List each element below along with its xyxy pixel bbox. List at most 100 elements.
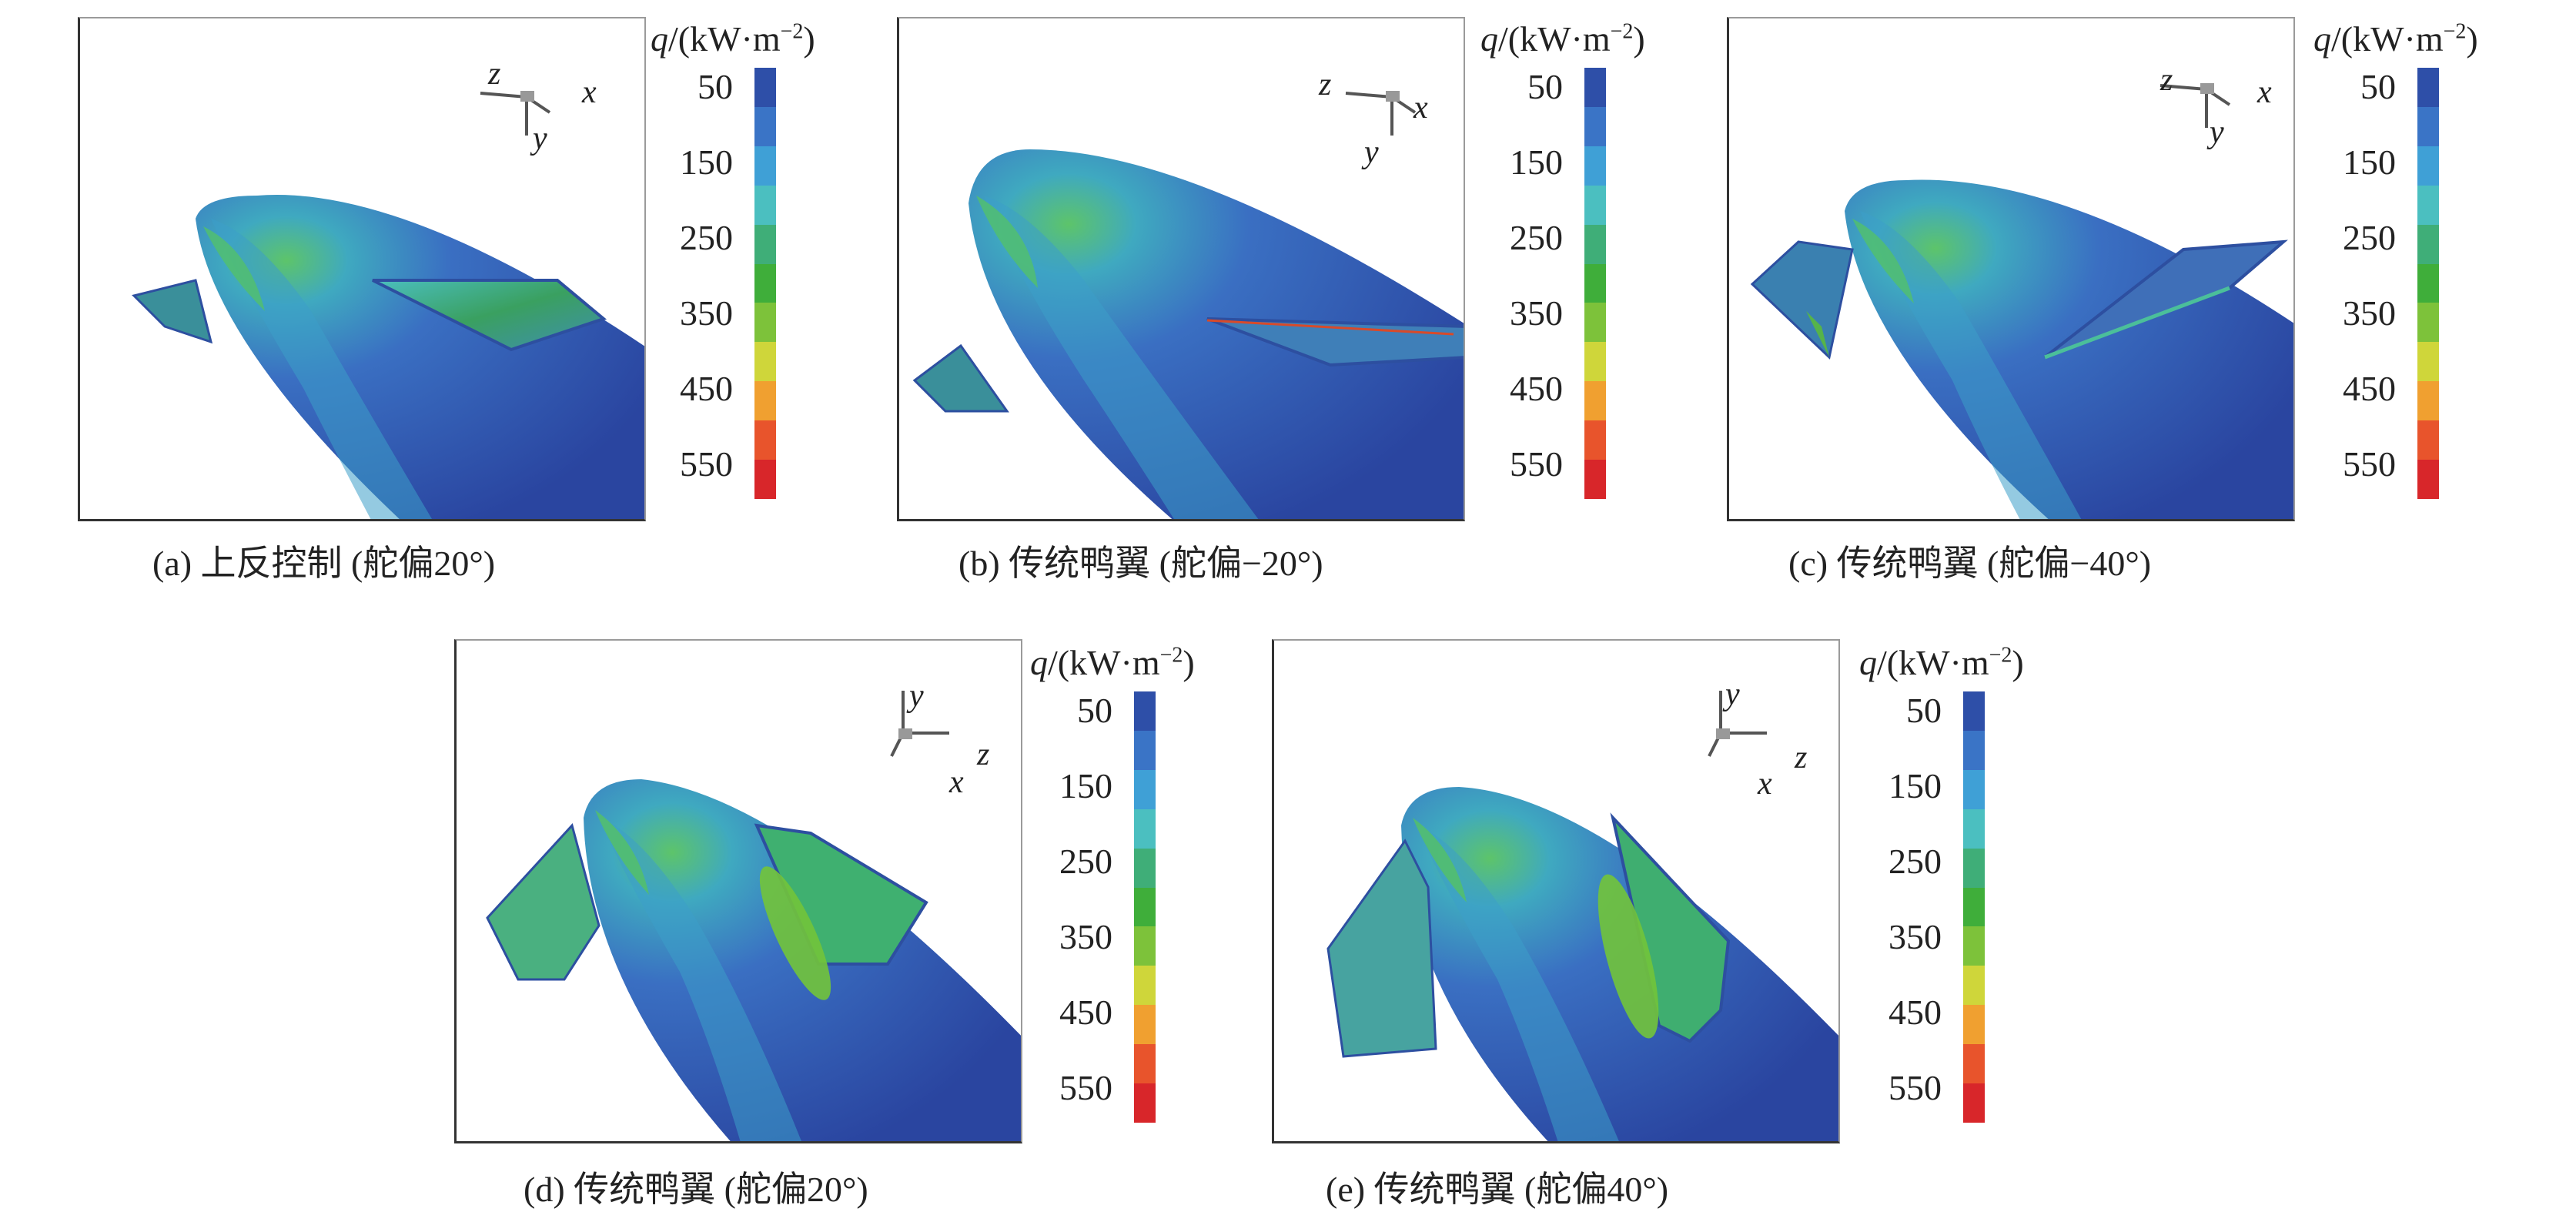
- colorbar-segment: [1584, 303, 1606, 343]
- colorbar-segment: [2417, 381, 2439, 421]
- colorbar-segment: [1134, 730, 1156, 770]
- colorbar-tick-label: 50: [2360, 67, 2396, 106]
- colorbar-segment: [1584, 420, 1606, 460]
- colorbar-segment: [1963, 848, 1985, 888]
- colorbar: [1584, 68, 1606, 499]
- colorbar-segment: [1584, 460, 1606, 499]
- colorbar-tick-label: 250: [1889, 842, 1942, 881]
- axis-label-z: z: [1795, 740, 1808, 775]
- colorbar-segment: [2417, 263, 2439, 303]
- colorbar-segment: [754, 68, 776, 107]
- colorbar-tick-label: 350: [680, 293, 733, 333]
- colorbar-tick-label: 550: [1510, 444, 1563, 484]
- axis-label-y: y: [1364, 135, 1379, 170]
- axis-label-z: z: [2160, 62, 2173, 98]
- colorbar-tick-label: 50: [1527, 67, 1563, 106]
- axis-label-y: y: [1725, 677, 1740, 712]
- colorbar-segment: [754, 146, 776, 186]
- panel-a-image: z x y: [78, 17, 646, 521]
- colorbar-title: q/(kW·m−2): [1030, 643, 1195, 682]
- colorbar-segment: [1584, 224, 1606, 264]
- colorbar-segment: [1584, 185, 1606, 225]
- colorbar-segment: [754, 263, 776, 303]
- colorbar: [754, 68, 776, 499]
- colorbar-tick-label: 450: [1889, 993, 1942, 1032]
- colorbar-segment: [2417, 185, 2439, 225]
- colorbar-segment: [2417, 342, 2439, 382]
- colorbar-title: q/(kW·m−2): [1480, 19, 1645, 59]
- axis-label-y: y: [909, 678, 924, 714]
- colorbar-tick-label: 50: [1077, 691, 1112, 730]
- panel-b-image: z x y: [897, 17, 1465, 521]
- colorbar-segment: [1963, 809, 1985, 849]
- colorbar-segment: [754, 224, 776, 264]
- colorbar-tick-label: 450: [1510, 369, 1563, 408]
- colorbar-tick-label: 550: [2343, 444, 2396, 484]
- colorbar-segment: [1963, 1083, 1985, 1123]
- caption-b: (b) 传统鸭翼 (舵偏−20°): [958, 544, 1323, 583]
- panel-e-image: y z x: [1272, 639, 1840, 1143]
- axis-label-y: y: [2210, 115, 2224, 150]
- colorbar-segment: [1963, 730, 1985, 770]
- caption-a: (a) 上反控制 (舵偏20°): [152, 544, 496, 583]
- colorbar-segment: [2417, 106, 2439, 146]
- colorbar-segment: [754, 303, 776, 343]
- colorbar-segment: [2417, 68, 2439, 107]
- colorbar-segment: [1963, 769, 1985, 809]
- axis-label-z: z: [1319, 67, 1332, 102]
- colorbar-segment: [1584, 146, 1606, 186]
- colorbar-segment: [754, 342, 776, 382]
- colorbar-segment: [2417, 224, 2439, 264]
- colorbar-segment: [1134, 769, 1156, 809]
- colorbar-segment: [1134, 926, 1156, 966]
- caption-e: (e) 传统鸭翼 (舵偏40°): [1326, 1170, 1669, 1209]
- colorbar-segment: [1963, 691, 1985, 731]
- axis-label-x: x: [949, 765, 964, 800]
- panel-d-image: y z x: [454, 639, 1022, 1143]
- axis-label-z: z: [488, 56, 501, 92]
- colorbar-segment: [1584, 263, 1606, 303]
- colorbar-tick-label: 150: [1889, 766, 1942, 805]
- colorbar-title: q/(kW·m−2): [651, 19, 815, 59]
- caption-c: (c) 传统鸭翼 (舵偏−40°): [1788, 544, 2152, 583]
- colorbar-tick-label: 550: [1889, 1068, 1942, 1107]
- colorbar-segment: [2417, 460, 2439, 499]
- colorbar-tick-label: 350: [1059, 917, 1112, 956]
- colorbar-tick-label: 450: [2343, 369, 2396, 408]
- colorbar-tick-label: 450: [1059, 993, 1112, 1032]
- colorbar-title: q/(kW·m−2): [1859, 643, 2024, 682]
- colorbar-segment: [2417, 303, 2439, 343]
- colorbar-tick-label: 50: [698, 67, 733, 106]
- colorbar-segment: [754, 420, 776, 460]
- colorbar-segment: [1963, 966, 1985, 1006]
- caption-d: (d) 传统鸭翼 (舵偏20°): [524, 1170, 868, 1209]
- colorbar-segment: [1134, 887, 1156, 927]
- colorbar-tick-label: 250: [680, 218, 733, 257]
- colorbar-segment: [2417, 146, 2439, 186]
- colorbar-segment: [1963, 1005, 1985, 1045]
- colorbar-tick-label: 150: [1510, 142, 1563, 182]
- axis-label-x: x: [1758, 766, 1772, 802]
- colorbar-tick-label: 50: [1906, 691, 1942, 730]
- colorbar-tick-label: 350: [1510, 293, 1563, 333]
- colorbar: [1963, 691, 1985, 1123]
- colorbar-segment: [754, 381, 776, 421]
- colorbar-tick-label: 550: [680, 444, 733, 484]
- colorbar: [2417, 68, 2439, 499]
- colorbar-segment: [1584, 106, 1606, 146]
- colorbar-segment: [1963, 926, 1985, 966]
- colorbar-tick-label: 250: [1059, 842, 1112, 881]
- colorbar-segment: [1134, 691, 1156, 731]
- colorbar-tick-label: 350: [1889, 917, 1942, 956]
- colorbar-tick-label: 450: [680, 369, 733, 408]
- colorbar-segment: [1134, 848, 1156, 888]
- colorbar-segment: [754, 106, 776, 146]
- colorbar-tick-label: 550: [1059, 1068, 1112, 1107]
- colorbar-segment: [1134, 1083, 1156, 1123]
- colorbar: [1134, 691, 1156, 1123]
- colorbar-segment: [1134, 1005, 1156, 1045]
- colorbar-segment: [2417, 420, 2439, 460]
- panel-c-image: z x y: [1727, 17, 2295, 521]
- colorbar-segment: [1584, 342, 1606, 382]
- colorbar-title: q/(kW·m−2): [2313, 19, 2478, 59]
